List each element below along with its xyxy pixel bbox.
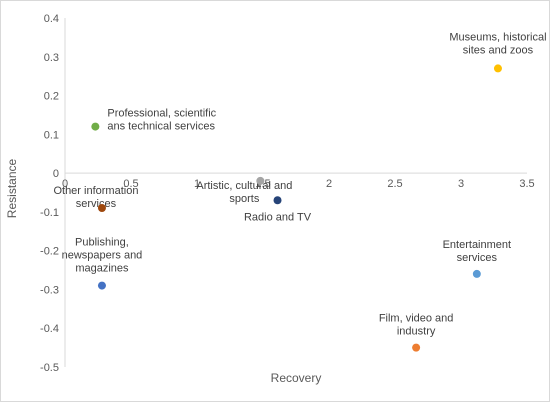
point-label-line: services [457,252,498,264]
x-tick-label-1: 0.5 [123,178,138,190]
point-label-6: Entertainment services [443,239,511,264]
point-label-line: services [76,198,117,210]
point-label-line: Film, video and [379,313,454,325]
y-tick-label-9: -0.5 [40,362,59,374]
tick-labels: 0 0.5 1 1.5 2 2.5 3 3.50.40.30.20.10-0.1-0.2-0.… [40,13,535,374]
point-label-line: Professional, scientific [107,108,216,120]
x-tick-label-7: 3.5 [519,178,534,190]
y-tick-label-5: -0.1 [40,207,59,219]
point-label-line: industry [397,326,436,338]
point-label-line: Entertainment [443,239,511,251]
y-tick-label-3: 0.1 [44,129,59,141]
y-axis-title: Resistance [5,159,19,219]
x-tick-label-0: 0 [62,178,68,190]
axes [64,18,527,367]
y-tick-label-1: 0.3 [44,52,59,64]
point-label-line: sports [229,193,259,205]
point-label-line: Museums, historical [449,31,546,43]
data-point-5 [97,281,106,290]
data-point-7 [412,343,421,352]
data-point-0 [493,64,502,73]
point-label-line: Artistic, cultural and [196,180,292,192]
point-label-line: magazines [75,263,129,275]
data-point-2 [256,176,265,185]
x-tick-label-4: 2 [326,178,332,190]
data-points [91,64,502,352]
data-point-1 [91,122,100,131]
point-labels: Museums, historical sites and zoos Profess… [53,31,546,337]
data-point-6 [472,269,481,278]
y-tick-label-4: 0 [53,168,59,180]
y-tick-label-0: 0.4 [44,13,59,25]
point-label-2: Artistic, cultural and sports [196,180,292,205]
point-label-line: Radio and TV [244,211,312,223]
point-label-line: Publishing, [75,237,129,249]
x-tick-label-2: 1 [194,178,200,190]
data-point-3 [97,204,106,213]
point-label-line: Other information [53,185,138,197]
y-tick-label-2: 0.2 [44,91,59,103]
x-tick-label-6: 3 [458,178,464,190]
point-label-3: Other information services [53,185,138,210]
point-label-1: Professional, scientific ans technical se… [107,108,216,133]
y-tick-label-8: -0.4 [40,323,59,335]
point-label-7: Film, video and industry [379,313,454,338]
point-label-line: ans technical services [107,121,215,133]
point-label-line: sites and zoos [463,44,534,56]
point-label-0: Museums, historical sites and zoos [449,31,546,56]
data-point-4 [273,196,282,205]
point-label-4: Radio and TV [244,211,312,223]
x-axis-title: Recovery [271,371,322,385]
y-tick-label-7: -0.3 [40,284,59,296]
x-tick-label-5: 2.5 [387,178,402,190]
point-label-5: Publishing, newspapers and magazines [62,237,143,275]
y-tick-label-6: -0.2 [40,246,59,258]
point-label-line: newspapers and [62,250,143,262]
